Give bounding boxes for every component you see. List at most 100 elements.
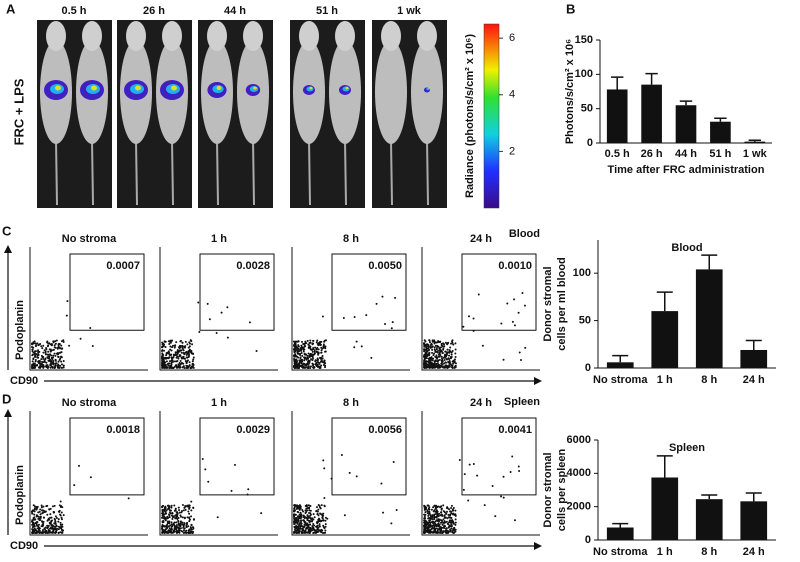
event-dot <box>447 366 450 369</box>
event-dot <box>428 506 431 509</box>
event-dot <box>161 527 164 530</box>
event-dot <box>472 329 475 332</box>
event-dot <box>163 517 166 520</box>
event-dot <box>428 529 431 532</box>
event-dot <box>62 366 65 369</box>
event-dot <box>161 349 164 352</box>
x-tick-label: 1 h <box>657 374 673 386</box>
event-dot <box>443 362 446 365</box>
event-dot <box>60 516 63 519</box>
event-dot <box>308 360 311 363</box>
event-dot <box>46 524 49 527</box>
event-dot <box>434 507 437 510</box>
mouse-tail <box>55 139 58 206</box>
event-dot <box>429 521 432 524</box>
event-dot <box>57 355 60 358</box>
event-dot <box>187 510 190 513</box>
event-dot <box>54 531 57 534</box>
plot-axes <box>291 247 410 371</box>
event-dot <box>59 364 62 367</box>
event-dot <box>449 514 452 517</box>
panel-label: A <box>6 1 16 16</box>
event-dot <box>164 361 167 364</box>
timepoint-label: 26 h <box>143 5 165 17</box>
mouse-head <box>335 21 355 51</box>
event-dot <box>171 516 174 519</box>
event-dot <box>168 516 171 519</box>
event-dot <box>427 507 430 510</box>
event-dot <box>165 360 168 363</box>
event-dot <box>302 519 305 522</box>
event-dot <box>448 362 451 365</box>
event-dot <box>443 527 446 530</box>
event-dot <box>190 523 193 526</box>
event-dot <box>448 508 451 511</box>
event-dot <box>162 514 165 517</box>
event-dot <box>161 365 164 368</box>
event-dot <box>293 504 296 507</box>
event-dot <box>161 508 164 511</box>
event-dot <box>298 360 301 363</box>
event-dot <box>166 527 169 530</box>
event-dot <box>172 530 175 533</box>
event-dot <box>446 348 449 351</box>
gate <box>331 253 407 331</box>
signal <box>55 85 61 91</box>
event-dot <box>54 521 57 524</box>
event-dot <box>49 349 52 352</box>
event-dot <box>423 342 426 345</box>
event-dot <box>177 530 180 533</box>
event-dot <box>182 349 185 352</box>
event-dot <box>318 366 321 369</box>
event-dot <box>439 340 442 343</box>
event-dot <box>45 361 48 364</box>
event-dot <box>430 517 433 520</box>
arrow-head <box>4 245 12 253</box>
event-dot <box>437 528 440 531</box>
event-dot <box>57 363 60 366</box>
event-dot <box>523 304 526 307</box>
event-dot <box>37 515 40 518</box>
event-dot <box>436 351 439 354</box>
event-dot <box>426 360 429 363</box>
event-dot <box>38 517 41 520</box>
event-dot <box>316 346 319 349</box>
event-dot <box>302 525 305 528</box>
event-dot <box>170 504 173 507</box>
event-dot <box>437 515 440 518</box>
error-bar <box>656 455 673 478</box>
event-dot <box>318 519 321 522</box>
event-dot <box>448 354 451 357</box>
mouse-body <box>375 40 407 144</box>
event-dot <box>305 353 308 356</box>
event-dot <box>182 525 185 528</box>
event-dot <box>445 510 448 513</box>
bar <box>606 362 634 368</box>
event-dot <box>300 514 303 517</box>
event-dot <box>306 523 309 526</box>
event-dot <box>316 526 319 529</box>
event-dot <box>449 521 452 524</box>
event-dot <box>316 357 319 360</box>
event-dot <box>73 484 76 487</box>
event-dot <box>35 524 38 527</box>
event-dot <box>162 529 165 532</box>
event-dot <box>190 500 193 503</box>
event-dot <box>127 497 130 500</box>
event-dot <box>33 513 36 516</box>
event-dot <box>450 516 453 519</box>
event-dot <box>440 365 443 368</box>
event-dot <box>443 343 446 346</box>
chart-title: Blood <box>671 242 702 254</box>
event-dot <box>433 362 436 365</box>
event-dot <box>297 345 300 348</box>
event-dot <box>502 475 505 478</box>
event-dot <box>313 366 316 369</box>
event-dot <box>293 341 296 344</box>
event-dot <box>32 362 35 365</box>
event-dot <box>320 349 323 352</box>
bar <box>606 527 634 540</box>
event-dot <box>54 518 57 521</box>
event-dot <box>306 519 309 522</box>
event-dot <box>324 525 327 528</box>
